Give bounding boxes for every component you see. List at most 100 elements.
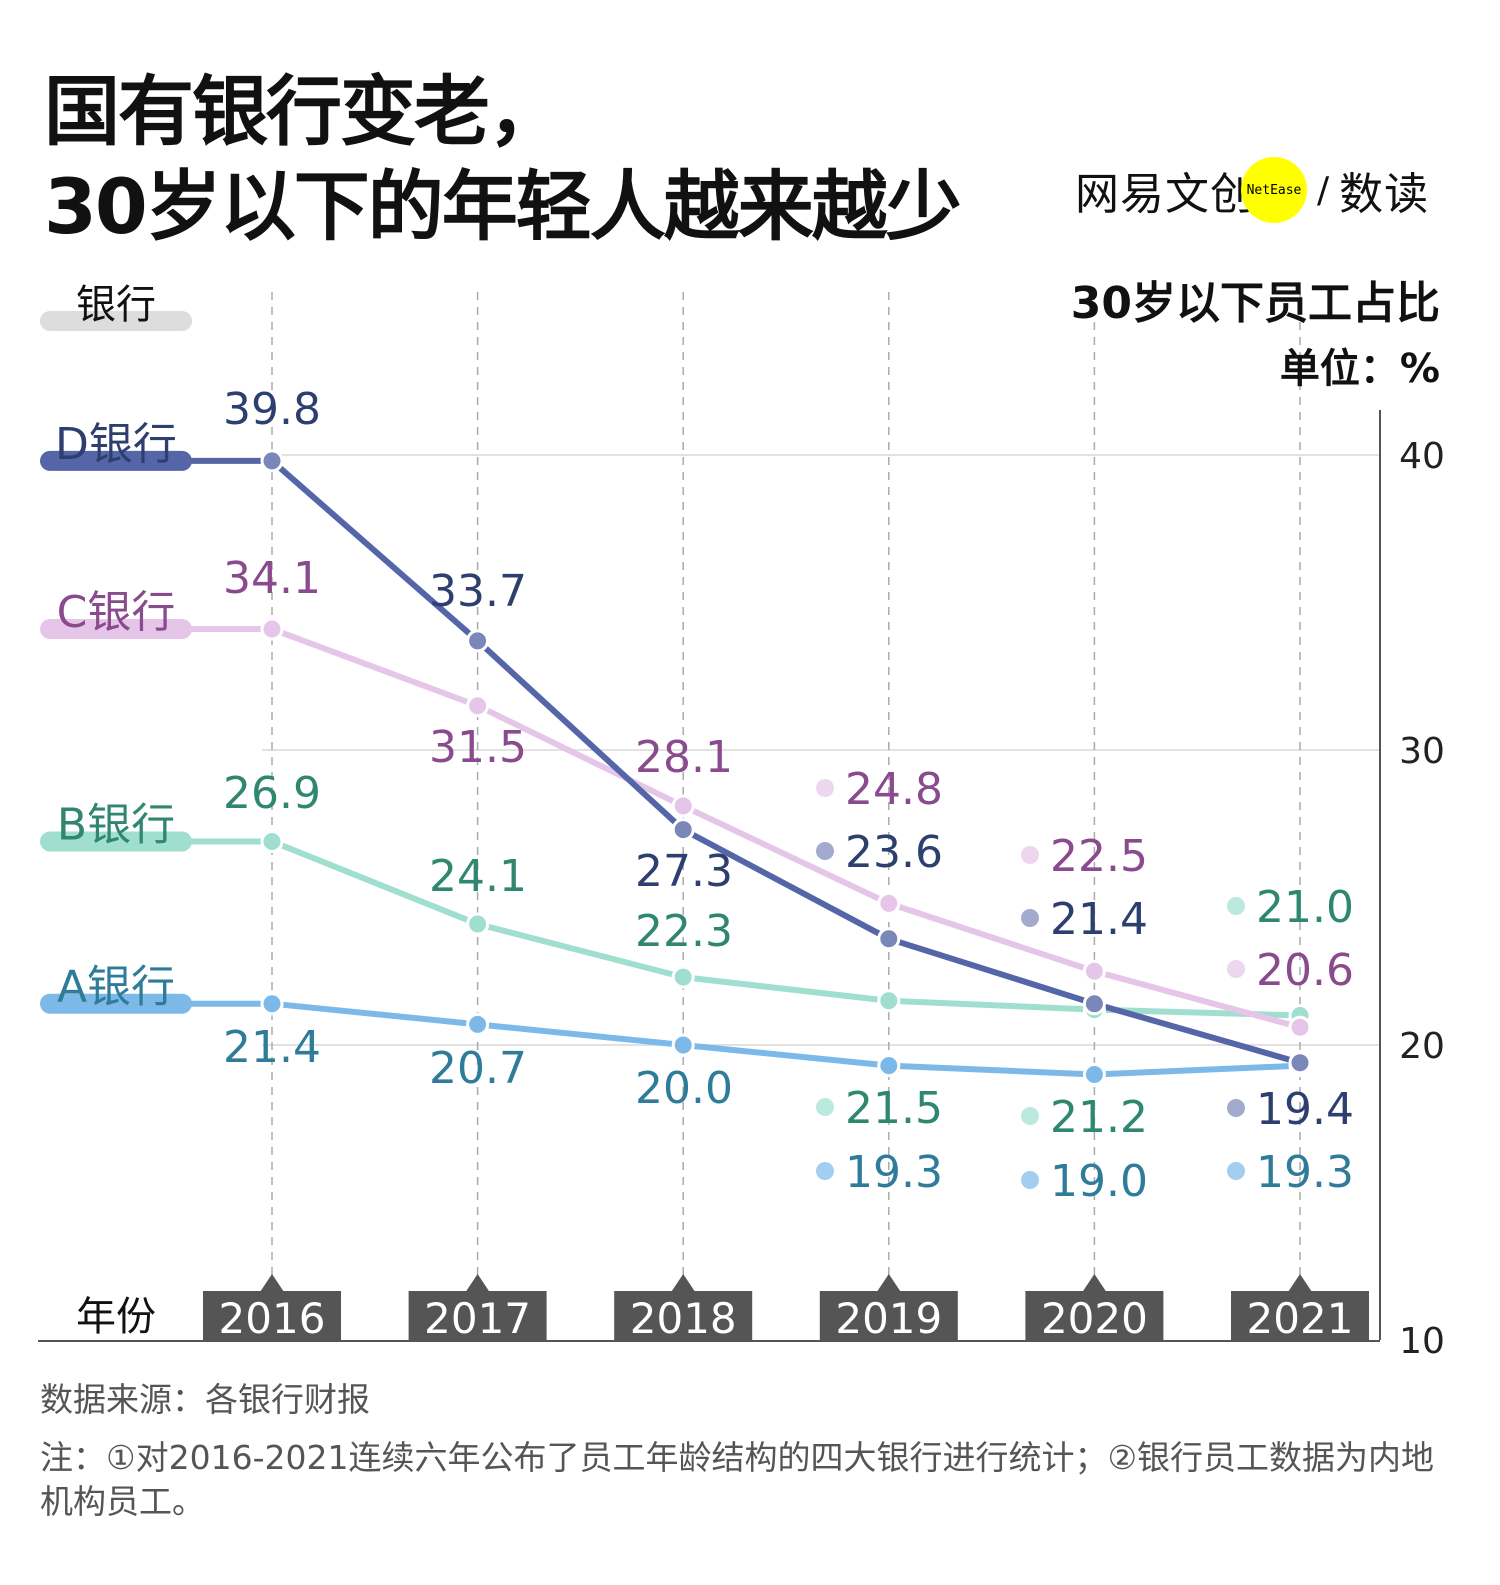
x-tick-label: 2016 (219, 1294, 326, 1343)
label-marker (816, 842, 834, 860)
logo-brand: 网易文创 (1075, 169, 1255, 220)
data-label: 19.3 (845, 1147, 943, 1198)
year-box (408, 1291, 547, 1341)
data-point (260, 992, 284, 1016)
series-line (270, 626, 1301, 1031)
data-label: 22.5 (1050, 831, 1148, 882)
year-pointer (876, 1274, 901, 1292)
year-pointer (1288, 1274, 1312, 1292)
series-line (270, 458, 1301, 1066)
data-label: 33.7 (429, 566, 527, 617)
data-label: 21.4 (1050, 894, 1148, 945)
data-point (1288, 1015, 1312, 1039)
data-label: 24.8 (845, 764, 943, 815)
data-point (1082, 1063, 1106, 1086)
legend-label: B银行 (57, 799, 175, 850)
series-line (271, 1000, 1301, 1078)
x-axis-label: 年份 (76, 1294, 156, 1340)
label-marker (1021, 846, 1039, 864)
data-label: 21.0 (1256, 882, 1354, 933)
data-point (1082, 959, 1106, 983)
label-marker (1227, 897, 1245, 915)
data-label: 28.1 (635, 732, 733, 783)
logo-badge: NetEase (1241, 157, 1307, 223)
label-marker (816, 1098, 834, 1116)
data-label: 19.4 (1256, 1084, 1354, 1135)
footnote: 注：①对2016-2021连续六年公布了员工年龄结构的四大银行进行统计；②银行员… (40, 1438, 1435, 1521)
data-label: 26.9 (223, 768, 321, 819)
data-point (1082, 992, 1106, 1016)
data-label: 20.7 (429, 1043, 527, 1094)
label-marker (1227, 1162, 1245, 1180)
legend-label: C银行 (57, 587, 176, 638)
data-point (671, 794, 695, 818)
data-label: 34.1 (223, 553, 321, 604)
logo-section: 数读 (1339, 169, 1430, 220)
legend-pill (40, 450, 192, 471)
year-box (1231, 1291, 1369, 1341)
legend-pill (40, 619, 192, 640)
x-tick-label: 2017 (424, 1294, 531, 1343)
year-pointer (671, 1274, 696, 1292)
y-tick-label: 10 (1399, 1321, 1445, 1362)
x-tick-label: 2021 (1247, 1294, 1354, 1343)
year-pointer (465, 1274, 490, 1292)
label-marker (816, 779, 834, 797)
data-label: 24.1 (429, 851, 527, 902)
data-label: 27.3 (635, 846, 733, 897)
year-pointer (260, 1274, 284, 1292)
year-box (819, 1291, 958, 1341)
data-point (877, 989, 901, 1013)
data-point (466, 694, 490, 718)
legend-header: 银行 (76, 282, 156, 328)
data-point (671, 965, 695, 989)
year-box (1025, 1291, 1164, 1341)
data-point (466, 912, 490, 936)
label-marker (1021, 1171, 1039, 1189)
label-marker (1227, 1099, 1245, 1117)
year-pointer (1082, 1274, 1107, 1292)
data-label: 20.6 (1256, 945, 1354, 996)
data-label: 23.6 (845, 827, 943, 878)
legend-header-bar (40, 311, 192, 331)
data-point (877, 891, 901, 915)
data-label: 19.3 (1256, 1147, 1354, 1198)
data-point (877, 927, 901, 951)
x-tick-label: 2018 (630, 1294, 737, 1343)
data-point (260, 617, 284, 641)
data-point (260, 829, 284, 853)
data-point (671, 1033, 695, 1057)
data-label: 21.5 (845, 1083, 943, 1134)
data-label: 22.3 (635, 906, 733, 957)
data-point (877, 1054, 901, 1078)
chart-title-line1: 国有银行变老， (44, 67, 564, 156)
chart-title-line2: 30岁以下的年轻人越来越少 (44, 162, 962, 251)
data-label: 21.2 (1050, 1092, 1148, 1143)
data-label: 20.0 (635, 1063, 733, 1114)
data-point (466, 1012, 490, 1036)
unit-label: 单位：% (1280, 346, 1440, 392)
data-label: 21.4 (223, 1022, 321, 1073)
label-marker (816, 1162, 834, 1180)
data-point (260, 449, 284, 473)
data-label: 19.0 (1050, 1156, 1148, 1207)
logo-separator: / (1317, 169, 1330, 211)
label-marker (1227, 960, 1245, 978)
data-point (466, 629, 490, 653)
y-tick-label: 20 (1399, 1026, 1445, 1067)
label-marker (1021, 1107, 1039, 1125)
y-tick-label: 30 (1399, 731, 1445, 772)
legend-label: A银行 (57, 962, 175, 1013)
y-tick-label: 40 (1399, 436, 1445, 477)
netease-logo: 网易文创 NetEase / 数读 (1075, 150, 1429, 230)
data-label: 39.8 (223, 384, 321, 435)
legend-pill (40, 831, 192, 852)
data-point (1288, 1051, 1312, 1075)
chart-subtitle: 30岁以下员工占比 (1071, 278, 1440, 329)
year-box (614, 1291, 753, 1341)
legend-pill (40, 993, 192, 1014)
x-tick-label: 2020 (1041, 1294, 1148, 1343)
year-box (203, 1291, 341, 1341)
legend-label: D银行 (55, 419, 177, 470)
